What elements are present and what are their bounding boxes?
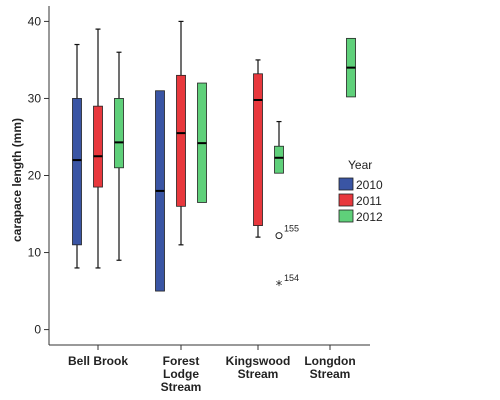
- box-2011-2: [253, 59, 263, 238]
- y-tick-label: 10: [28, 246, 42, 260]
- box-2010-1: [155, 90, 165, 292]
- box-2011-1: [176, 20, 186, 246]
- x-category-label-line: Kingswood: [226, 354, 291, 368]
- box-2012-0: [114, 51, 124, 261]
- legend-swatch-2011: [338, 193, 354, 207]
- x-category-label-line: Longdon: [304, 354, 355, 368]
- outlier-star: *: [276, 279, 283, 294]
- box-rect: [93, 105, 103, 188]
- legend: Year 2010 2011 2012: [338, 158, 383, 224]
- legend-swatch-2010: [338, 177, 354, 191]
- x-category-label: Bell Brook: [68, 354, 128, 368]
- legend-title: Year: [348, 158, 372, 172]
- x-category-label: Kingswood Stream: [226, 354, 291, 381]
- box-2010-0: [72, 43, 82, 269]
- outlier-circle: [275, 232, 283, 240]
- legend-label-2010: 2010: [356, 178, 383, 192]
- y-tick-label: 30: [28, 91, 42, 105]
- x-category-label: Longdon Stream: [304, 354, 355, 381]
- legend-swatch-2012: [338, 209, 354, 223]
- box-2012-3: [346, 37, 356, 98]
- y-axis-title: carapace length (mm): [10, 118, 24, 242]
- x-category-label-line: Stream: [238, 367, 279, 381]
- outlier-label: 154: [284, 273, 299, 283]
- x-category-label-line: Stream: [310, 367, 351, 381]
- legend-label-2012: 2012: [356, 210, 383, 224]
- box-2011-0: [93, 28, 103, 269]
- x-category-label-line: Lodge: [163, 367, 199, 381]
- x-category-label-line: Forest: [163, 354, 200, 368]
- legend-label-2011: 2011: [356, 194, 382, 208]
- y-tick-label: 40: [28, 14, 42, 28]
- box-rect: [274, 145, 284, 174]
- outlier-label: 155: [284, 224, 299, 234]
- x-category-label-line: Bell Brook: [68, 354, 128, 368]
- y-tick-label: 0: [34, 323, 41, 337]
- x-category-label-line: Stream: [161, 380, 202, 394]
- box-2012-1: [197, 82, 207, 203]
- box-rect: [72, 98, 82, 246]
- box-rect: [176, 74, 186, 207]
- box-rect: [114, 98, 124, 169]
- box-2012-2: 155 *154: [274, 120, 299, 294]
- x-category-label: Forest Lodge Stream: [161, 354, 202, 394]
- box-rect: [253, 73, 263, 226]
- y-tick-label: 20: [28, 169, 42, 183]
